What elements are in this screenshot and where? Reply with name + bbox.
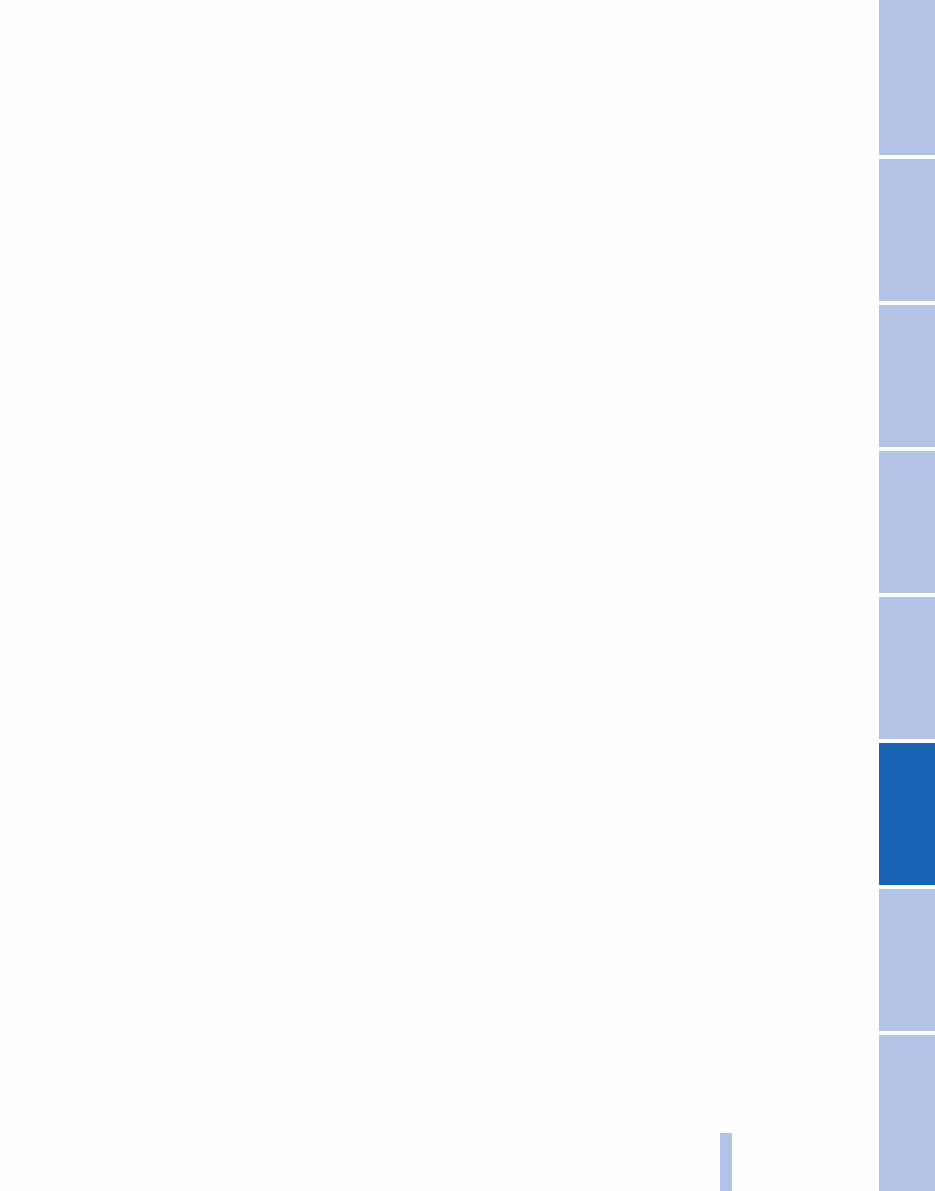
section-tab (879, 305, 935, 447)
section-tab (879, 159, 935, 301)
section-tab (879, 1035, 935, 1191)
section-tab (879, 597, 935, 739)
section-tab (879, 0, 935, 155)
section-tab (879, 451, 935, 593)
section-tab (879, 889, 935, 1031)
active-section-tab (879, 743, 935, 885)
page-number-bar (720, 1133, 732, 1191)
